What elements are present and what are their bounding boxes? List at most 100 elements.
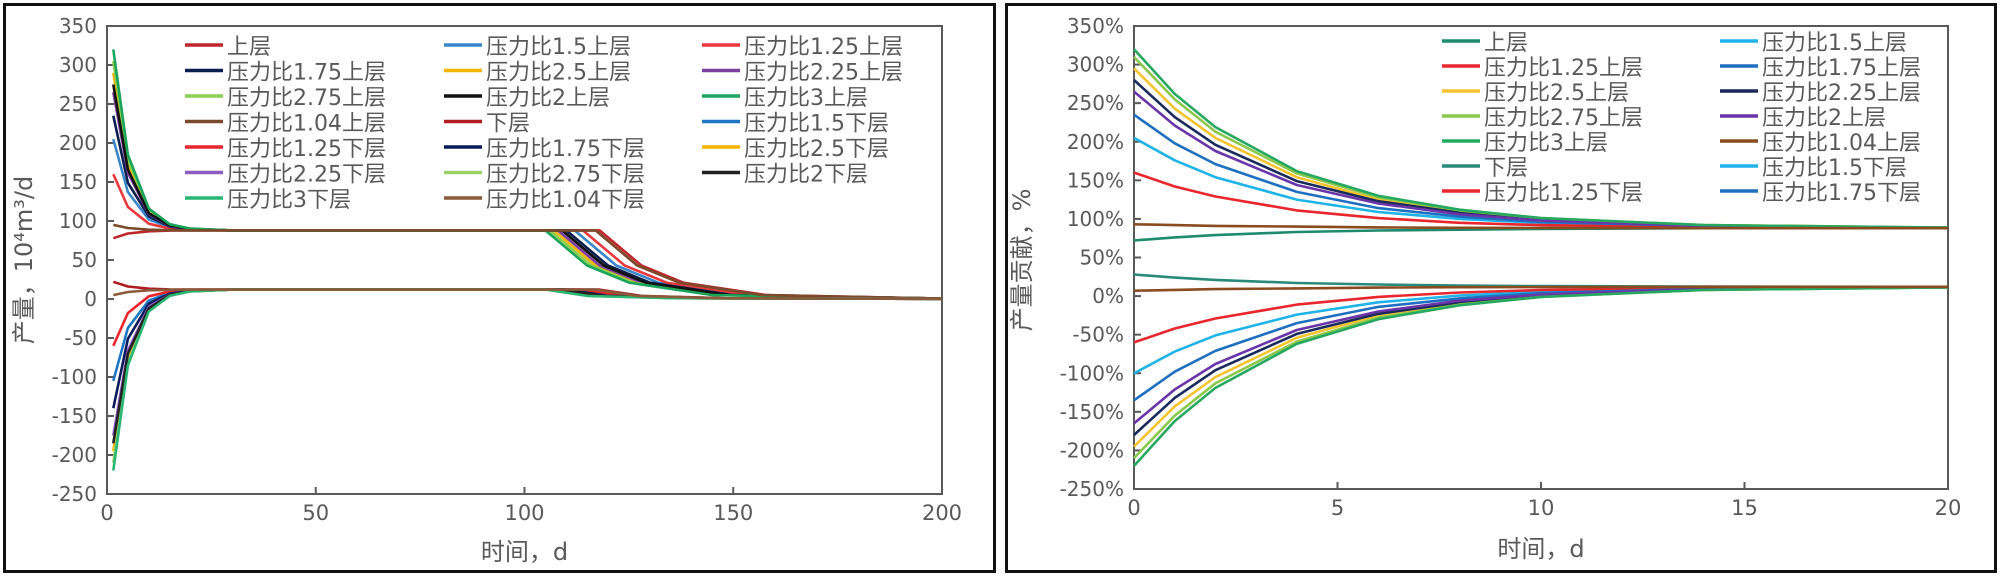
legend-item: 压力比2上层 (444, 86, 610, 111)
legend-label: 下层 (1484, 156, 1528, 181)
legend-item: 压力比2.25上层 (1720, 81, 1921, 106)
legend-item: 压力比2下层 (702, 163, 868, 188)
y-tick-label: 200% (1067, 130, 1124, 154)
series-line-15 (112, 288, 943, 452)
y-tick-label: 0 (84, 287, 97, 311)
series-line-18 (112, 288, 943, 444)
legend-label: 压力比1.25下层 (1484, 181, 1643, 206)
legend-item: 压力比3下层 (185, 188, 351, 213)
legend-label: 压力比2.75上层 (227, 86, 386, 111)
series-line-12 (1133, 285, 1949, 375)
legend-item: 压力比2.75上层 (1442, 106, 1643, 131)
y-tick-label: 100% (1067, 207, 1124, 231)
legend-item: 压力比1.5下层 (1720, 156, 1907, 181)
y-tick-label: 150% (1067, 168, 1124, 192)
legend-item: 压力比2.25上层 (702, 61, 903, 86)
legend-label: 压力比2.5上层 (486, 61, 631, 86)
legend-label: 压力比2.75下层 (486, 163, 645, 188)
chart-2: 0 5 10 15 20 -250% -200% -150% -100% -50% 0% 50% 100… (1008, 14, 1961, 563)
legend-label: 压力比1.75上层 (1762, 56, 1921, 81)
y-tick-label: 300% (1067, 53, 1124, 77)
legend-item: 压力比1.75上层 (1720, 56, 1921, 81)
y-tick-label: 350 (59, 14, 97, 38)
y-tick-label: 250 (59, 92, 97, 116)
legend-item: 压力比1.04下层 (444, 188, 645, 213)
legend-label: 压力比2.25上层 (744, 61, 903, 86)
legend-item: 压力比2.75上层 (185, 86, 386, 111)
series-line-13 (1133, 285, 1949, 344)
x-tick-label: 50 (302, 501, 329, 525)
y-tick-label: 50% (1080, 246, 1124, 270)
x-tick-label: 5 (1331, 496, 1344, 520)
legend-label: 压力比2.75上层 (1484, 106, 1643, 131)
legend-label: 压力比3上层 (744, 86, 868, 111)
x-tick-label: 0 (1127, 496, 1140, 520)
legend-label: 压力比1.04下层 (486, 188, 645, 213)
legend-item: 压力比1.75下层 (444, 137, 645, 162)
legend-item: 压力比2.5上层 (444, 61, 631, 86)
series-line-9 (1133, 48, 1949, 229)
x-axis-label: 时间，d (481, 538, 568, 566)
legend-label: 压力比1.5上层 (486, 35, 631, 60)
legend-label: 压力比1.75下层 (1762, 181, 1921, 206)
y-tick-label: 0% (1092, 284, 1124, 308)
legend-item: 下层 (444, 112, 530, 137)
x-tick-label: 0 (100, 501, 113, 525)
legend-item: 压力比1.25下层 (185, 137, 386, 162)
y-tick-label: -200 (52, 443, 97, 467)
legend-label: 压力比1.25上层 (744, 35, 903, 60)
y-tick-label: 50 (72, 248, 97, 272)
legend-item: 压力比1.5下层 (702, 112, 889, 137)
legend-label: 压力比2上层 (486, 86, 610, 111)
y-tick-label: -50% (1072, 323, 1124, 347)
legend-item: 压力比1.75上层 (185, 61, 386, 86)
y-tick-label: -200% (1060, 438, 1124, 462)
legend-item: 压力比2.5上层 (1442, 81, 1629, 106)
legend-label: 压力比2.25下层 (227, 163, 386, 188)
chart-1: 0 50 100 150 200 -250 -200 -150 -100 -50 0 50 100 150… (10, 14, 962, 566)
y-tick-label: 100 (59, 209, 97, 233)
legend-item: 压力比1.25上层 (1442, 56, 1643, 81)
legend-label: 压力比2下层 (744, 163, 868, 188)
legend-label: 压力比1.04上层 (1762, 131, 1921, 156)
y-tick-label: 150 (59, 170, 97, 194)
series-line-14 (112, 288, 943, 409)
legend-item: 压力比2.75下层 (444, 163, 645, 188)
legend-label: 压力比1.5下层 (1762, 156, 1907, 181)
series-line-1 (1133, 226, 1948, 242)
y-tick-label: -250 (52, 482, 97, 506)
legend-item: 压力比1.5上层 (1720, 31, 1907, 56)
series-line-18 (1133, 285, 1949, 425)
y-tick-label: -100% (1060, 361, 1124, 385)
legend-label: 压力比2.25上层 (1762, 81, 1921, 106)
y-axis-label: 产量贡献，% (1008, 189, 1036, 332)
x-axis-label: 时间，d (1497, 535, 1584, 563)
legend-label: 压力比1.5下层 (744, 112, 889, 137)
series-line-14 (1133, 285, 1949, 402)
y-tick-label: -100 (52, 365, 97, 389)
x-tick-label: 150 (713, 501, 753, 525)
x-tick-label: 10 (1528, 496, 1555, 520)
legend-label: 压力比1.25下层 (227, 137, 386, 162)
legend-item: 上层 (185, 35, 271, 60)
y-tick-label: -150% (1060, 400, 1124, 424)
legend-item: 压力比3上层 (702, 86, 868, 111)
x-tick-label: 100 (504, 501, 544, 525)
legend-item: 压力比1.04上层 (1720, 131, 1921, 156)
y-tick-label: 200 (59, 131, 97, 155)
y-axis-label: 产量，10⁴m³/d (10, 176, 38, 344)
series-line-16 (112, 288, 943, 436)
y-tick-label: 250% (1067, 91, 1124, 115)
legend-label: 压力比2.5上层 (1484, 81, 1629, 106)
x-tick-label: 15 (1731, 496, 1758, 520)
production-chart-panel (3, 3, 996, 573)
y-tick-label: 350% (1067, 14, 1124, 38)
x-tick-label: 200 (922, 501, 962, 525)
y-tick-label: 300 (59, 53, 97, 77)
legend-item: 压力比1.25上层 (702, 35, 903, 60)
legend-label: 压力比1.25上层 (1484, 56, 1643, 81)
legend-item: 压力比3上层 (1442, 131, 1608, 156)
legend-item: 压力比1.25下层 (1442, 181, 1643, 206)
series-line-17 (1133, 286, 1949, 460)
